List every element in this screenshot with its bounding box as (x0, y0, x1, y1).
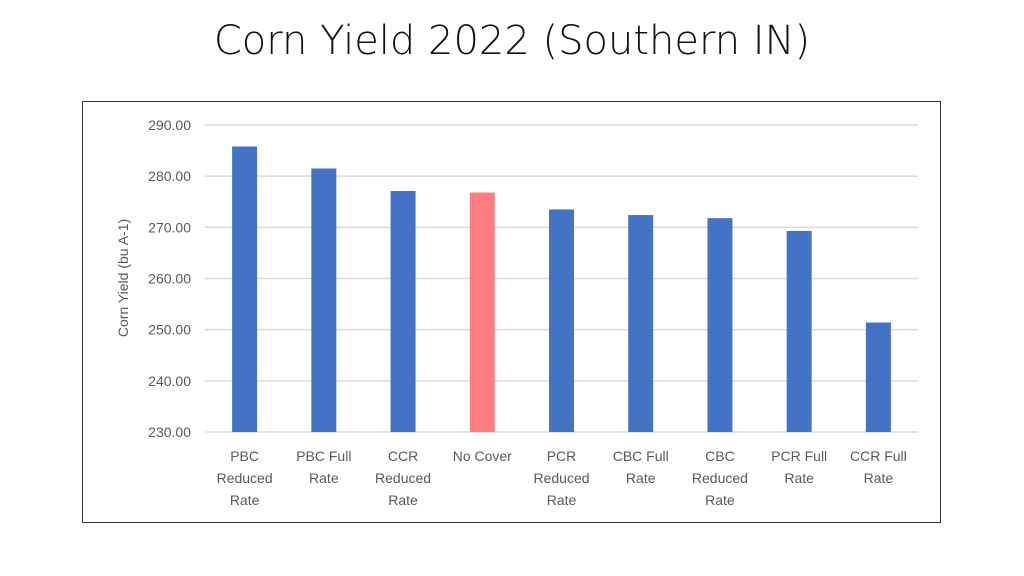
x-tick-label: Rate (230, 492, 260, 508)
bar (232, 146, 258, 433)
y-tick-label: 280.00 (148, 168, 191, 184)
x-tick-label: No Cover (453, 448, 512, 464)
bar (707, 218, 733, 432)
x-tick-label: Rate (309, 470, 339, 486)
x-tick-label: Rate (784, 470, 814, 486)
x-tick-label: CBC Full (613, 448, 669, 464)
x-tick-label: Reduced (217, 470, 273, 486)
y-tick-label: 270.00 (148, 219, 191, 235)
x-tick-label: Rate (705, 492, 735, 508)
y-axis-label: Corn Yield (bu A-1) (115, 219, 131, 337)
x-tick-label: Reduced (375, 470, 431, 486)
x-tick-label: Rate (547, 492, 577, 508)
x-tick-label: Rate (864, 470, 894, 486)
x-tick-label: PCR (547, 448, 577, 464)
bar (865, 322, 891, 432)
x-tick-label: PBC (230, 448, 259, 464)
x-tick-label: Rate (626, 470, 656, 486)
x-tick-label: CCR Full (850, 448, 907, 464)
bar (469, 192, 495, 432)
x-tick-label: PBC Full (296, 448, 351, 464)
x-tick-label: Reduced (692, 470, 748, 486)
y-tick-label: 290.00 (148, 117, 191, 133)
bar (311, 168, 337, 432)
y-tick-label: 240.00 (148, 373, 191, 389)
x-tick-label: CBC (705, 448, 735, 464)
x-tick-label: CCR (388, 448, 418, 464)
chart-title: Corn Yield 2022 (Southern IN) (213, 18, 811, 64)
x-tick-label: Rate (388, 492, 418, 508)
bar (786, 230, 812, 432)
bar (549, 209, 574, 432)
y-tick-label: 250.00 (148, 322, 191, 338)
y-tick-label: 230.00 (148, 424, 191, 440)
y-tick-label: 260.00 (148, 271, 191, 287)
bar (628, 215, 654, 432)
bar (390, 191, 416, 432)
x-tick-label: Reduced (533, 470, 589, 486)
chart-frame (82, 101, 941, 523)
x-tick-label: PCR Full (771, 448, 827, 464)
